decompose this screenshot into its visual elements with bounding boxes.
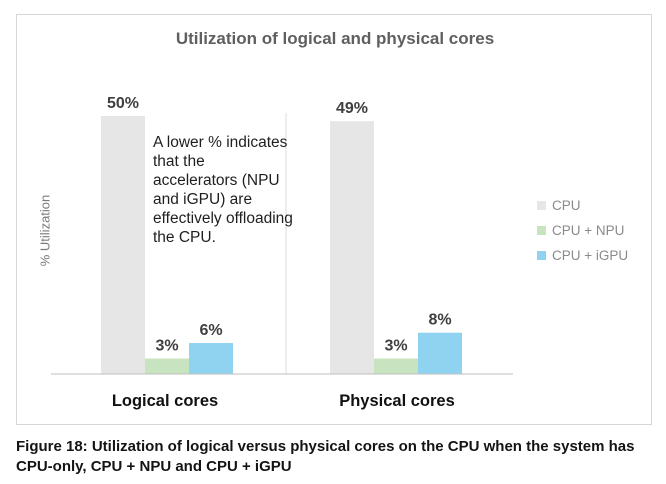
legend-swatch-cpu-npu [537,225,546,235]
legend-swatch-cpu-igpu [537,250,546,260]
value-label-cpu-npu-logical: 3% [155,338,178,355]
bar-cpu-physical [330,121,374,374]
legend-item-cpu-npu: CPU + NPU [537,218,628,242]
category-label-logical: Logical cores [112,392,218,410]
legend-label-cpu-igpu: CPU + iGPU [552,247,629,263]
value-label-cpu-npu-physical: 3% [384,338,407,355]
legend-swatch-cpu [537,200,546,210]
value-label-cpu-logical: 50% [107,95,139,112]
legend-item-cpu: CPU [537,193,628,217]
category-label-physical: Physical cores [339,392,455,410]
value-label-cpu-igpu-physical: 8% [428,312,451,329]
bar-chart: 50% 3% 6% Logical cores 49% 3% 8% Physical core… [51,95,513,410]
value-label-cpu-physical: 49% [336,100,368,117]
bar-cpu-igpu-logical [189,343,233,374]
legend-label-cpu: CPU [552,197,581,213]
legend-item-cpu-igpu: CPU + iGPU [537,243,628,267]
value-label-cpu-igpu-logical: 6% [199,322,222,339]
figure-caption: Figure 18: Utilization of logical versus… [16,438,635,475]
bar-cpu-npu-physical [374,358,418,374]
bar-cpu-logical [101,116,145,374]
chart-annotation: A lower % indicates that the accelerator… [153,134,293,246]
chart-title: Utilization of logical and physical core… [175,29,495,48]
chart-frame: Utilization of logical and physical core… [16,14,652,425]
bar-cpu-igpu-physical [418,332,462,374]
legend-label-cpu-npu: CPU + NPU [552,222,625,238]
bar-cpu-npu-logical [145,358,189,374]
legend: CPU CPU + NPU CPU + iGPU [537,193,628,268]
